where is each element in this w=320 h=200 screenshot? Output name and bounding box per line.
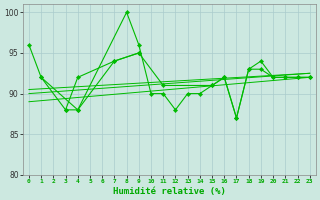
X-axis label: Humidité relative (%): Humidité relative (%) — [113, 187, 226, 196]
